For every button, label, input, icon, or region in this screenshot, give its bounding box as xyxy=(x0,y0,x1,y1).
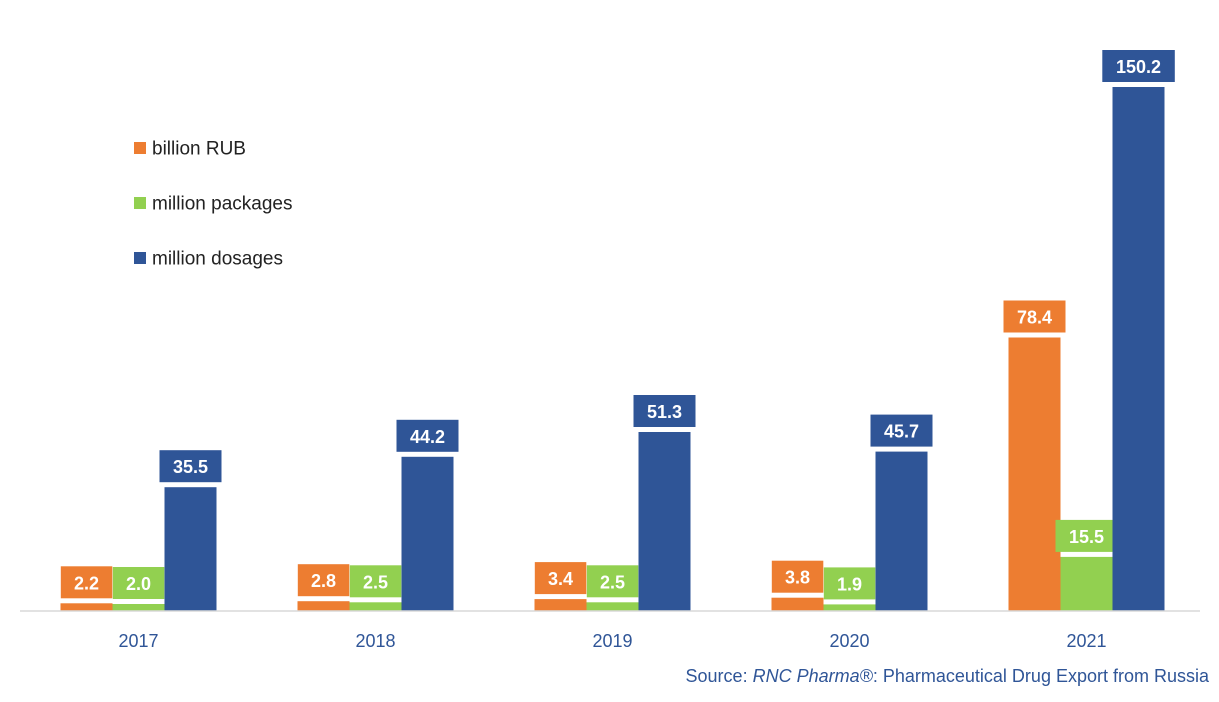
bar-billion-RUB-2020 xyxy=(771,597,824,611)
svg-text:51.3: 51.3 xyxy=(647,402,682,422)
source-note: Source: RNC Pharma®: Pharmaceutical Drug… xyxy=(686,666,1209,687)
svg-text:35.5: 35.5 xyxy=(173,457,208,477)
legend-item-billion-RUB: billion RUB xyxy=(134,139,246,160)
data-label-million-packages-2020: 1.9 xyxy=(823,567,876,600)
legend-label: million dosages xyxy=(152,249,283,270)
data-label-million-packages-2017: 2.0 xyxy=(112,567,165,599)
legend-label: million packages xyxy=(152,194,292,215)
bar-million-packages-2020 xyxy=(823,604,876,611)
data-label-million-dosages-2017: 35.5 xyxy=(159,450,222,483)
bar-million-dosages-2020 xyxy=(875,451,928,611)
svg-text:45.7: 45.7 xyxy=(884,422,919,442)
bar-million-dosages-2021 xyxy=(1112,87,1165,611)
legend-label: billion RUB xyxy=(152,139,246,160)
svg-text:15.5: 15.5 xyxy=(1069,527,1104,547)
x-tick-label-2021: 2021 xyxy=(1066,631,1106,651)
bar-group: 2.2 2.0 35.5 2.8 2.5 44.2 3.4 2.5 51.3 3.8 1.9 45.7… xyxy=(60,50,1175,611)
bar-billion-RUB-2019 xyxy=(534,599,587,611)
data-label-million-dosages-2018: 44.2 xyxy=(396,419,459,452)
legend-item-million-dosages: million dosages xyxy=(134,249,283,270)
x-tick-label-2020: 2020 xyxy=(829,631,869,651)
data-label-million-packages-2019: 2.5 xyxy=(586,565,639,598)
x-tick-label-2018: 2018 xyxy=(355,631,395,651)
source-prefix: Source: xyxy=(685,666,753,686)
bar-million-packages-2017 xyxy=(112,604,165,611)
data-label-billion-RUB-2017: 2.2 xyxy=(60,566,113,599)
bar-million-packages-2021 xyxy=(1060,556,1113,611)
svg-text:150.2: 150.2 xyxy=(1116,57,1161,77)
data-label-million-dosages-2019: 51.3 xyxy=(633,395,696,427)
bar-billion-RUB-2017 xyxy=(60,603,113,611)
data-label-billion-RUB-2021: 78.4 xyxy=(1003,300,1066,333)
bar-billion-RUB-2021 xyxy=(1008,337,1061,611)
x-tick-labels: 2017 2018 2019 2020 2021 xyxy=(118,631,1106,651)
source-brand: RNC Pharma® xyxy=(752,666,873,686)
bar-million-packages-2018 xyxy=(349,602,402,611)
bar-million-dosages-2017 xyxy=(164,487,217,611)
x-tick-label-2019: 2019 xyxy=(592,631,632,651)
x-tick-label-2017: 2017 xyxy=(118,631,158,651)
svg-text:3.8: 3.8 xyxy=(785,568,810,588)
bar-billion-RUB-2018 xyxy=(297,601,350,611)
data-label-million-dosages-2020: 45.7 xyxy=(870,414,933,447)
data-label-billion-RUB-2019: 3.4 xyxy=(534,562,587,595)
bar-million-packages-2019 xyxy=(586,602,639,611)
legend-swatch xyxy=(134,142,146,154)
svg-text:2.5: 2.5 xyxy=(363,572,388,592)
source-suffix: : Pharmaceutical Drug Export from Russia xyxy=(872,666,1209,686)
bar-million-dosages-2018 xyxy=(401,456,454,611)
data-label-million-packages-2018: 2.5 xyxy=(349,565,402,598)
legend-item-million-packages: million packages xyxy=(134,194,292,215)
svg-text:2.5: 2.5 xyxy=(600,572,625,592)
svg-text:2.0: 2.0 xyxy=(126,574,151,594)
svg-text:44.2: 44.2 xyxy=(410,427,445,447)
bar-million-dosages-2019 xyxy=(638,432,691,611)
svg-text:2.2: 2.2 xyxy=(74,573,99,593)
svg-text:78.4: 78.4 xyxy=(1017,308,1052,328)
svg-text:3.4: 3.4 xyxy=(548,569,573,589)
svg-text:2.8: 2.8 xyxy=(311,571,336,591)
legend-swatch xyxy=(134,197,146,209)
legend-swatch xyxy=(134,252,146,264)
data-label-billion-RUB-2020: 3.8 xyxy=(771,560,824,593)
svg-text:1.9: 1.9 xyxy=(837,574,862,594)
data-label-billion-RUB-2018: 2.8 xyxy=(297,564,350,597)
data-label-million-dosages-2021: 150.2 xyxy=(1102,50,1175,82)
data-label-million-packages-2021: 15.5 xyxy=(1055,519,1118,552)
legend: billion RUB million packages million dosag… xyxy=(134,139,292,270)
